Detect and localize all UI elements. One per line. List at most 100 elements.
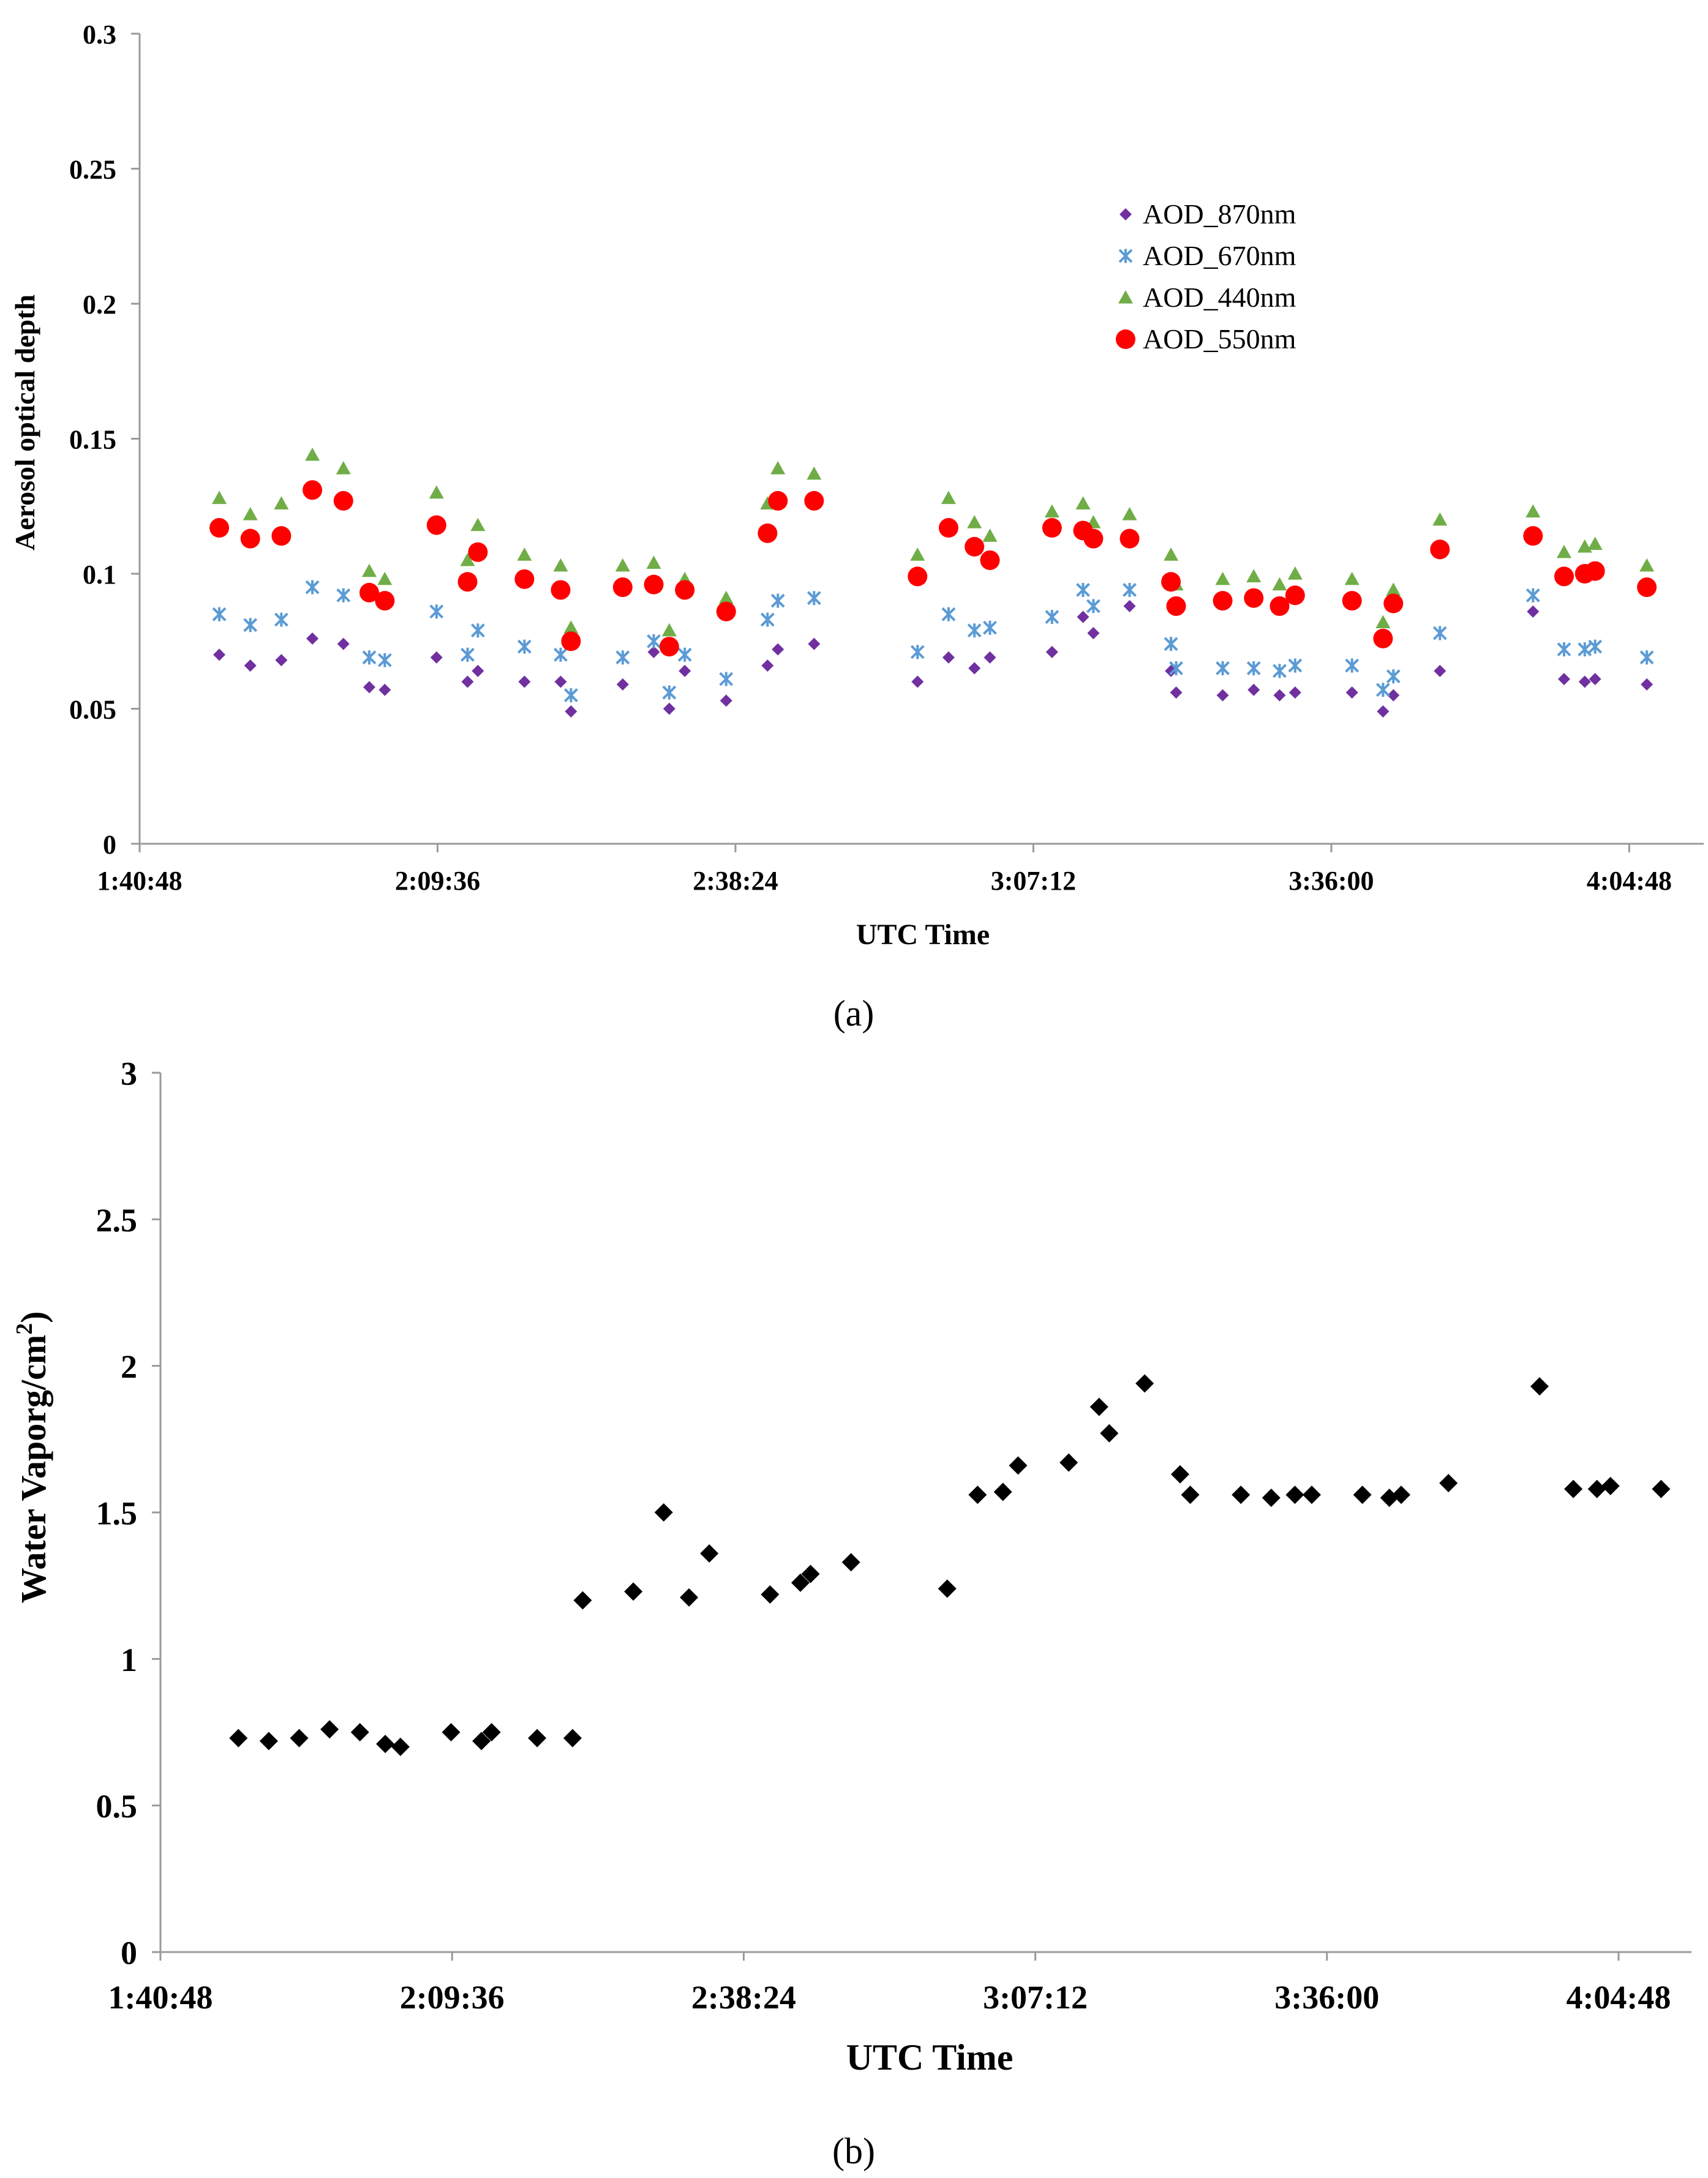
- aod-440nm-point: [460, 552, 475, 566]
- y-tick-label: 0.25: [69, 154, 116, 184]
- aod-440nm-point: [336, 461, 351, 475]
- aod-670nm-point: [336, 588, 351, 603]
- aod-440nm-point: [770, 461, 786, 475]
- aod-440nm-point: [646, 555, 661, 569]
- aod-870nm-point: [1216, 689, 1229, 702]
- water-vapor-point: [801, 1564, 820, 1583]
- water-vapor-point: [680, 1588, 699, 1607]
- aod-870nm-point: [1387, 689, 1400, 702]
- panel-a-aod-chart: 0 0.05 0.1 0.15 0.2 0.25 0.3 1:40:48 2:09:36 2:38…: [9, 20, 1704, 1034]
- aod-670nm-point: [1639, 650, 1654, 665]
- aod-670nm-point: [983, 620, 997, 635]
- aod-870nm-point: [911, 675, 924, 688]
- water-vapor-point: [391, 1737, 410, 1756]
- aod-870nm-point: [275, 654, 288, 667]
- aod-870nm-point: [1527, 605, 1540, 618]
- aod-670nm-point: [760, 612, 775, 627]
- aod-440nm-point: [361, 563, 377, 577]
- aod-870nm-point: [1345, 686, 1358, 699]
- aod-550nm-point: [1042, 518, 1062, 538]
- water-vapor-point: [761, 1585, 780, 1604]
- water-vapor-point: [791, 1573, 810, 1592]
- aod-550nm-point: [1166, 596, 1186, 616]
- x-tick-label: 2:38:24: [693, 866, 778, 896]
- aod-870nm-point: [1123, 599, 1136, 612]
- aod-550nm-point: [1383, 593, 1404, 614]
- aod-670nm-point: [563, 688, 578, 702]
- panel-b-y-axis-title-superscript: 2: [12, 1323, 37, 1335]
- aod-870nm-point: [430, 651, 443, 664]
- aod-870nm-point: [663, 702, 675, 715]
- panel-a-x-axis-title: UTC Time: [856, 918, 990, 951]
- aod-670nm-point: [305, 580, 320, 595]
- aod-440nm-point: [661, 623, 677, 637]
- water-vapor-point: [1530, 1377, 1549, 1396]
- aod-870nm-point: [1434, 664, 1447, 677]
- aod-870nm-point: [984, 651, 996, 664]
- aod-670nm-point: [429, 604, 444, 619]
- aod-870nm-point: [472, 664, 484, 677]
- water-vapor-point: [1181, 1485, 1200, 1504]
- aod-440nm-point: [1344, 571, 1360, 585]
- aod-870nm-point: [1589, 672, 1601, 685]
- aod-550nm-point: [804, 490, 824, 511]
- aod-870nm-point: [720, 694, 732, 707]
- aod-670nm-point: [967, 623, 982, 638]
- y-tick-label: 1.5: [96, 1495, 138, 1531]
- aod-870nm-point: [518, 675, 531, 688]
- aod-870nm-point: [554, 675, 567, 688]
- aod-550nm-point: [209, 518, 230, 538]
- aod-550nm-point: [938, 518, 958, 538]
- aod-440nm-point: [1577, 539, 1592, 553]
- aod-550nm-point: [1554, 566, 1574, 587]
- water-vapor-point: [1262, 1489, 1281, 1508]
- water-vapor-point: [350, 1723, 369, 1741]
- aod-670nm-point: [461, 647, 475, 662]
- aod-440nm-point: [212, 490, 227, 505]
- aod-550nm-point: [1083, 528, 1104, 549]
- aod-870nm-point: [378, 683, 391, 696]
- aod-670nm-point: [1557, 642, 1571, 656]
- aod-670nm-point: [1526, 588, 1540, 603]
- water-vapor-point: [1059, 1453, 1078, 1472]
- x-tick-label: 4:04:48: [1587, 866, 1672, 896]
- water-vapor-point: [259, 1732, 278, 1751]
- panel-b-water-vapor-chart: 0 0.5 1 1.5 2 2.5 3 1:40:48 2:09:36 2:38:24 3:07:1…: [12, 1055, 1691, 2171]
- aod-550nm-point: [1285, 585, 1305, 606]
- legend-marker-aod-550nm: [1116, 329, 1135, 349]
- water-vapor-point: [528, 1729, 547, 1748]
- aod-670nm-point: [615, 650, 630, 665]
- aod-670nm-point: [1123, 582, 1137, 597]
- aod-670nm-point: [1588, 639, 1603, 654]
- y-tick-label: 0: [121, 1934, 137, 1971]
- aod-870nm-point: [772, 643, 784, 656]
- aod-550nm-point: [758, 523, 778, 543]
- aod-550nm-point: [1430, 539, 1450, 560]
- aod-550nm-point: [1213, 591, 1233, 611]
- aod-670nm-point: [1375, 683, 1390, 697]
- aod-440nm-point: [941, 490, 956, 505]
- aod-670nm-point: [770, 593, 785, 608]
- water-vapor-point: [1587, 1479, 1606, 1498]
- aod-550nm-point: [716, 601, 736, 621]
- aod-550nm-point: [561, 631, 581, 652]
- aod-550nm-point: [1244, 588, 1264, 608]
- aod-440nm-point: [615, 558, 630, 572]
- aod-670nm-point: [1164, 637, 1178, 652]
- water-vapor-point: [968, 1485, 987, 1504]
- water-vapor-point: [563, 1729, 582, 1748]
- aod-870nm-point: [968, 662, 981, 675]
- aod-440nm-point: [967, 515, 982, 528]
- aod-440nm-point: [1272, 577, 1287, 591]
- aod-550nm-point: [908, 566, 928, 587]
- aod-670nm-point: [910, 645, 925, 659]
- aod-870nm-point: [647, 645, 660, 658]
- aod-870nm-point: [244, 659, 257, 672]
- panel-b-y-axis-title-close: ): [13, 1311, 53, 1323]
- aod-440nm-point: [1164, 547, 1179, 561]
- panel-b-y-axis-title: Water Vaporg/cm2): [12, 1311, 53, 1603]
- aod-670nm-point: [1169, 661, 1183, 675]
- panel-a-legend: AOD_870nm AOD_670nm AOD_440nm AOD_550nm: [1116, 198, 1296, 355]
- legend-marker-aod-670nm: [1118, 249, 1133, 263]
- aod-870nm-point: [1247, 683, 1260, 696]
